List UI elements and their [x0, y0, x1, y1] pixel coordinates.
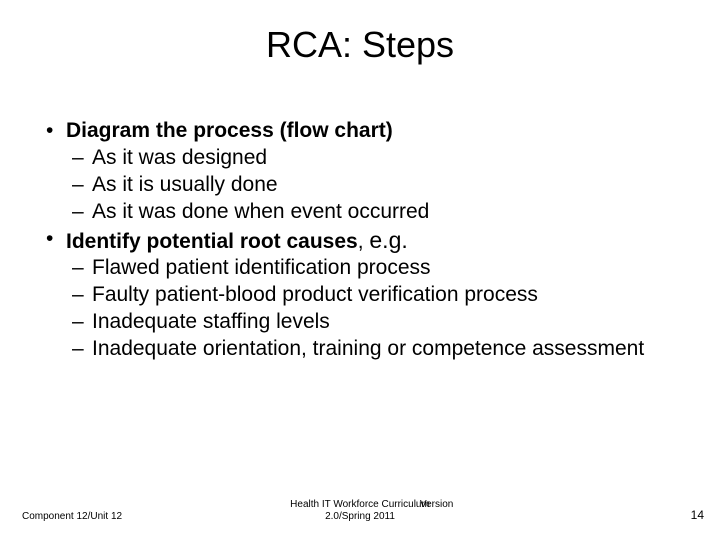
slide-footer: Component 12/Unit 12 Health IT Workforce… — [0, 492, 720, 522]
bullet-item: Identify potential root causes, e.g. Fla… — [40, 226, 680, 363]
slide-body: Diagram the process (flow chart) As it w… — [40, 118, 680, 363]
sub-bullet-item: As it was done when event occurred — [66, 199, 680, 226]
slide: RCA: Steps Diagram the process (flow cha… — [0, 0, 720, 540]
footer-center-line2: 2.0/Spring 2011 — [0, 511, 720, 523]
sub-bullet-item: As it was designed — [66, 145, 680, 172]
bullet-label-bold: Identify potential root causes — [66, 230, 358, 253]
sub-bullet-item: Faulty patient-blood product verificatio… — [66, 282, 680, 309]
sub-bullet-item: As it is usually done — [66, 172, 680, 199]
sub-bullet-list: Flawed patient identification process Fa… — [66, 255, 680, 363]
footer-center: Health IT Workforce Curriculum 2.0/Sprin… — [0, 499, 720, 522]
footer-version: Version — [420, 499, 453, 510]
bullet-label-eg: e.g. — [369, 227, 407, 253]
bullet-list: Diagram the process (flow chart) As it w… — [40, 118, 680, 363]
slide-title: RCA: Steps — [0, 24, 720, 66]
footer-page-number: 14 — [691, 508, 704, 522]
bullet-label-bold: Diagram the process (flow chart) — [66, 119, 393, 142]
sub-bullet-item: Flawed patient identification process — [66, 255, 680, 282]
bullet-label-rest: , — [358, 230, 370, 253]
footer-center-line1: Health IT Workforce Curriculum — [290, 499, 430, 510]
bullet-item: Diagram the process (flow chart) As it w… — [40, 118, 680, 226]
sub-bullet-item: Inadequate staffing levels — [66, 309, 680, 336]
sub-bullet-list: As it was designed As it is usually done… — [66, 145, 680, 226]
sub-bullet-item: Inadequate orientation, training or comp… — [66, 336, 680, 363]
